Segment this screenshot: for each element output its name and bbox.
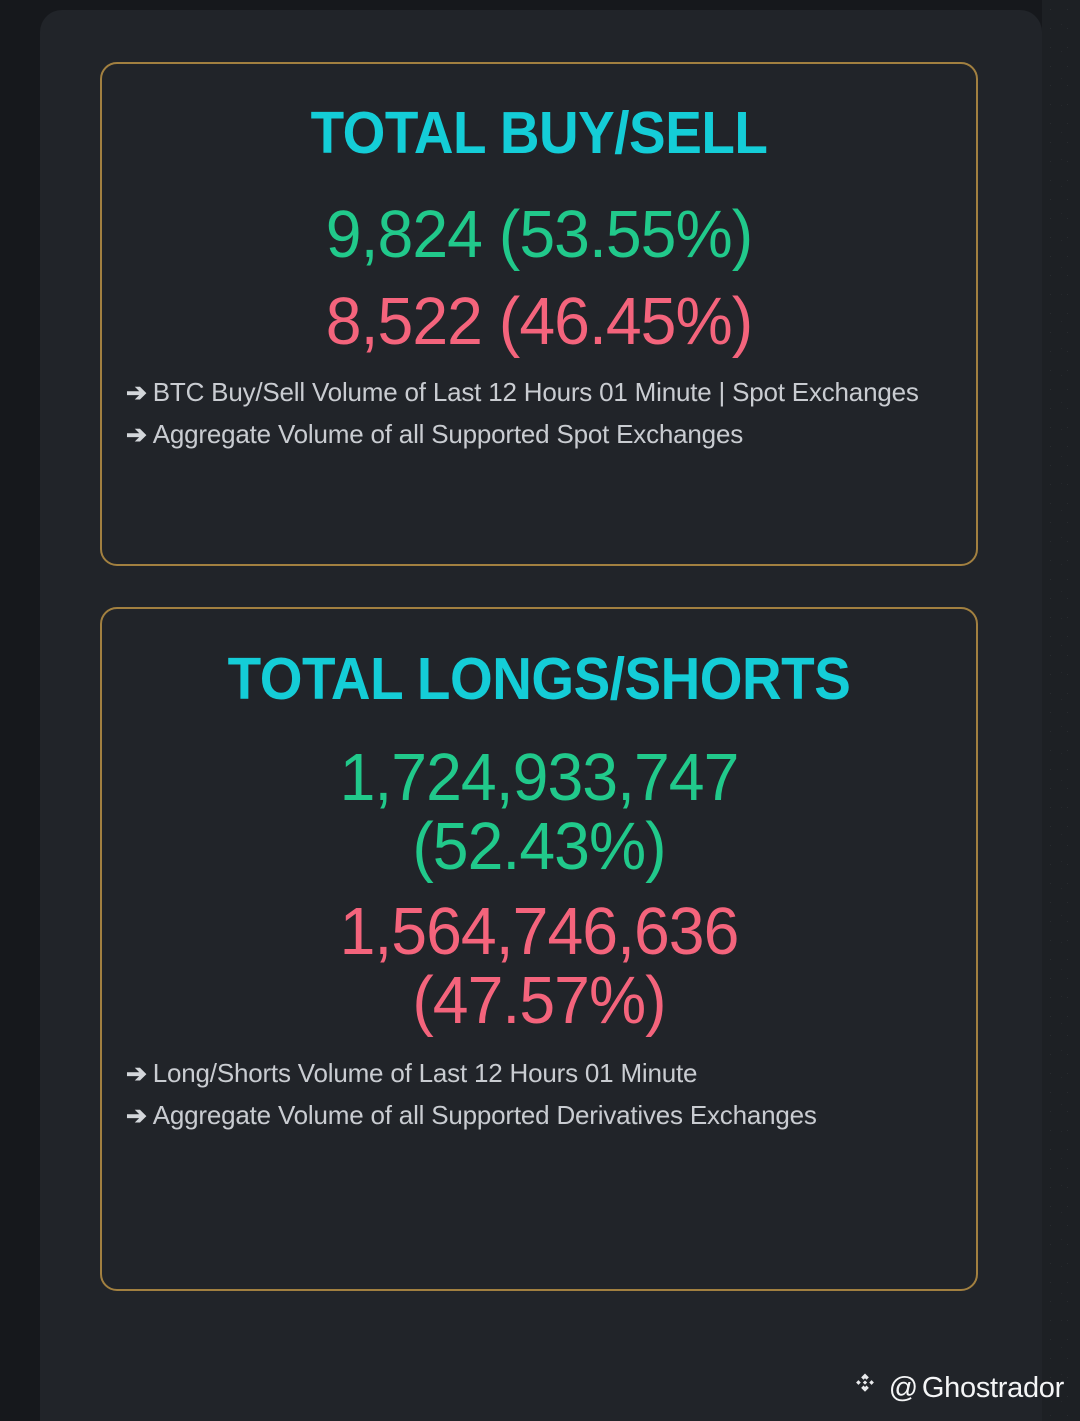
- note-text: Long/Shorts Volume of Last 12 Hours 01 M…: [152, 1058, 698, 1088]
- note-text: BTC Buy/Sell Volume of Last 12 Hours 01 …: [152, 377, 919, 407]
- arrow-right-icon: ➔: [126, 379, 147, 407]
- long-volume-value: 1,724,933,747: [339, 740, 740, 815]
- short-volume-value: 1,564,746,636: [339, 894, 740, 969]
- longs-shorts-notes: ➔ Long/Shorts Volume of Last 12 Hours 01 …: [102, 1053, 976, 1136]
- note-row: ➔ Aggregate Volume of all Supported Deriv…: [126, 1095, 954, 1137]
- arrow-right-icon: ➔: [126, 1101, 147, 1130]
- background-texture-strip: [1042, 0, 1080, 1421]
- card-title-buy-sell: TOTAL BUY/SELL: [310, 100, 768, 166]
- handle-text: Ghostrador: [921, 1371, 1064, 1404]
- card-total-buy-sell: TOTAL BUY/SELL 9,824 (53.55%) 8,522 (46.…: [100, 62, 978, 566]
- card-title-longs-shorts: TOTAL LONGS/SHORTS: [227, 646, 851, 712]
- note-row: ➔ Aggregate Volume of all Supported Spot …: [126, 414, 954, 456]
- buy-volume-value: 9,824 (53.55%): [325, 197, 753, 272]
- note-text: Aggregate Volume of all Supported Spot E…: [152, 418, 744, 449]
- content-panel: TOTAL BUY/SELL 9,824 (53.55%) 8,522 (46.…: [40, 10, 1042, 1421]
- note-row: ➔ Long/Shorts Volume of Last 12 Hours 01 …: [126, 1053, 954, 1095]
- card-total-longs-shorts: TOTAL LONGS/SHORTS 1,724,933,747 (52.43%…: [100, 607, 978, 1291]
- watermark-handle: @ Ghostrador: [888, 1371, 1065, 1405]
- long-volume-percent: (52.43%): [412, 809, 666, 884]
- short-volume-percent: (47.57%): [412, 963, 666, 1038]
- buy-sell-notes: ➔ BTC Buy/Sell Volume of Last 12 Hours 01…: [102, 372, 976, 455]
- arrow-right-icon: ➔: [126, 420, 147, 449]
- sell-volume-value: 8,522 (46.45%): [325, 284, 753, 359]
- note-text: Aggregate Volume of all Supported Deriva…: [152, 1099, 817, 1130]
- at-symbol: @: [888, 1371, 918, 1404]
- binance-icon: [850, 1369, 880, 1407]
- watermark: @ Ghostrador: [850, 1369, 1064, 1407]
- arrow-right-icon: ➔: [126, 1060, 147, 1088]
- note-row: ➔ BTC Buy/Sell Volume of Last 12 Hours 01…: [126, 372, 954, 414]
